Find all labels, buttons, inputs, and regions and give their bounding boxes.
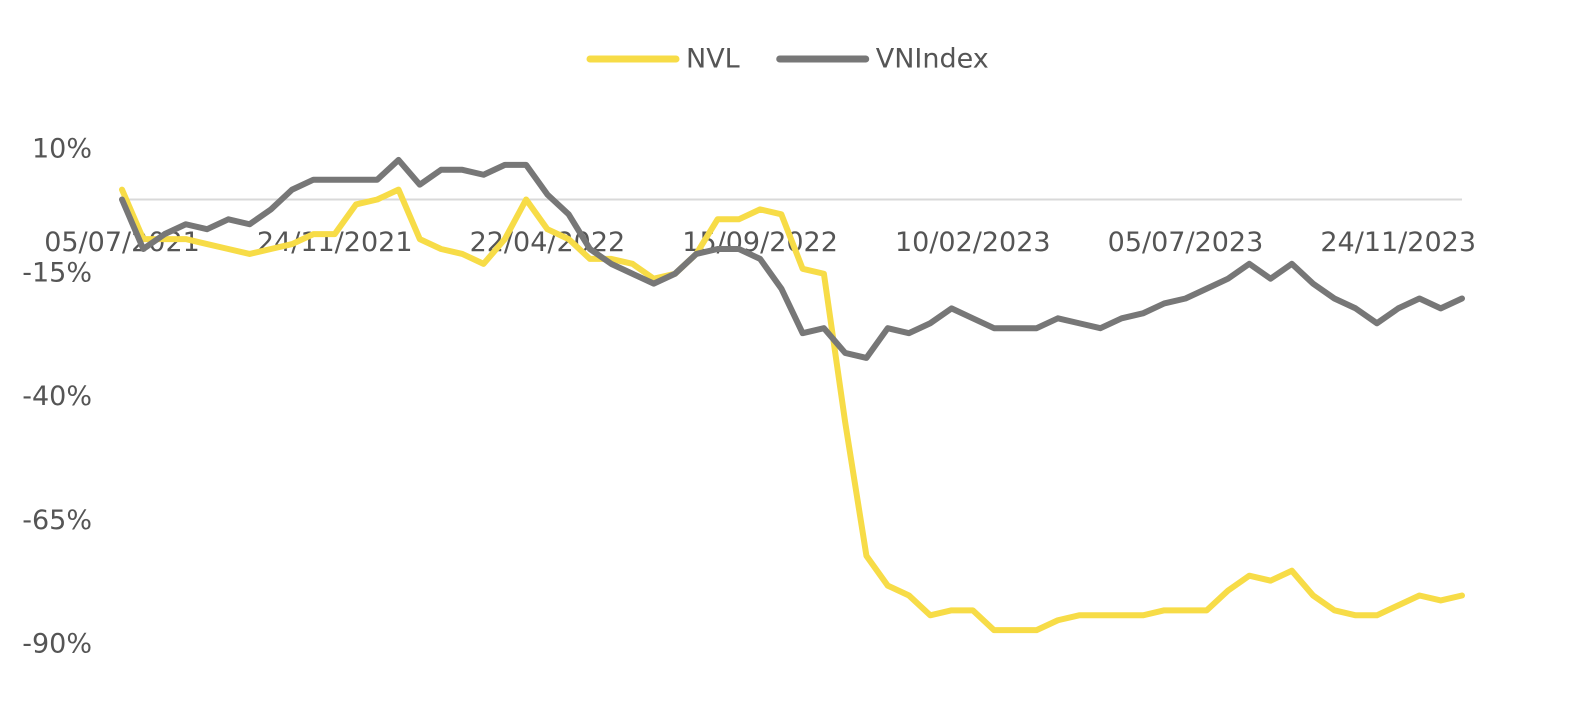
y-tick-label: -15% bbox=[22, 257, 92, 288]
x-tick-label: 24/11/2023 bbox=[1320, 227, 1476, 258]
x-tick-label: 10/02/2023 bbox=[895, 227, 1051, 258]
x-tick-label: 05/07/2023 bbox=[1108, 227, 1264, 258]
y-tick-label: -40% bbox=[22, 381, 92, 412]
y-tick-label: -65% bbox=[22, 505, 92, 536]
legend-label: NVL bbox=[686, 44, 740, 75]
y-tick-label: -90% bbox=[22, 629, 92, 660]
series-line bbox=[119, 156, 1465, 361]
y-tick-label: 10% bbox=[32, 134, 92, 165]
legend-label: VNIndex bbox=[876, 44, 989, 75]
series-line bbox=[119, 186, 1465, 634]
